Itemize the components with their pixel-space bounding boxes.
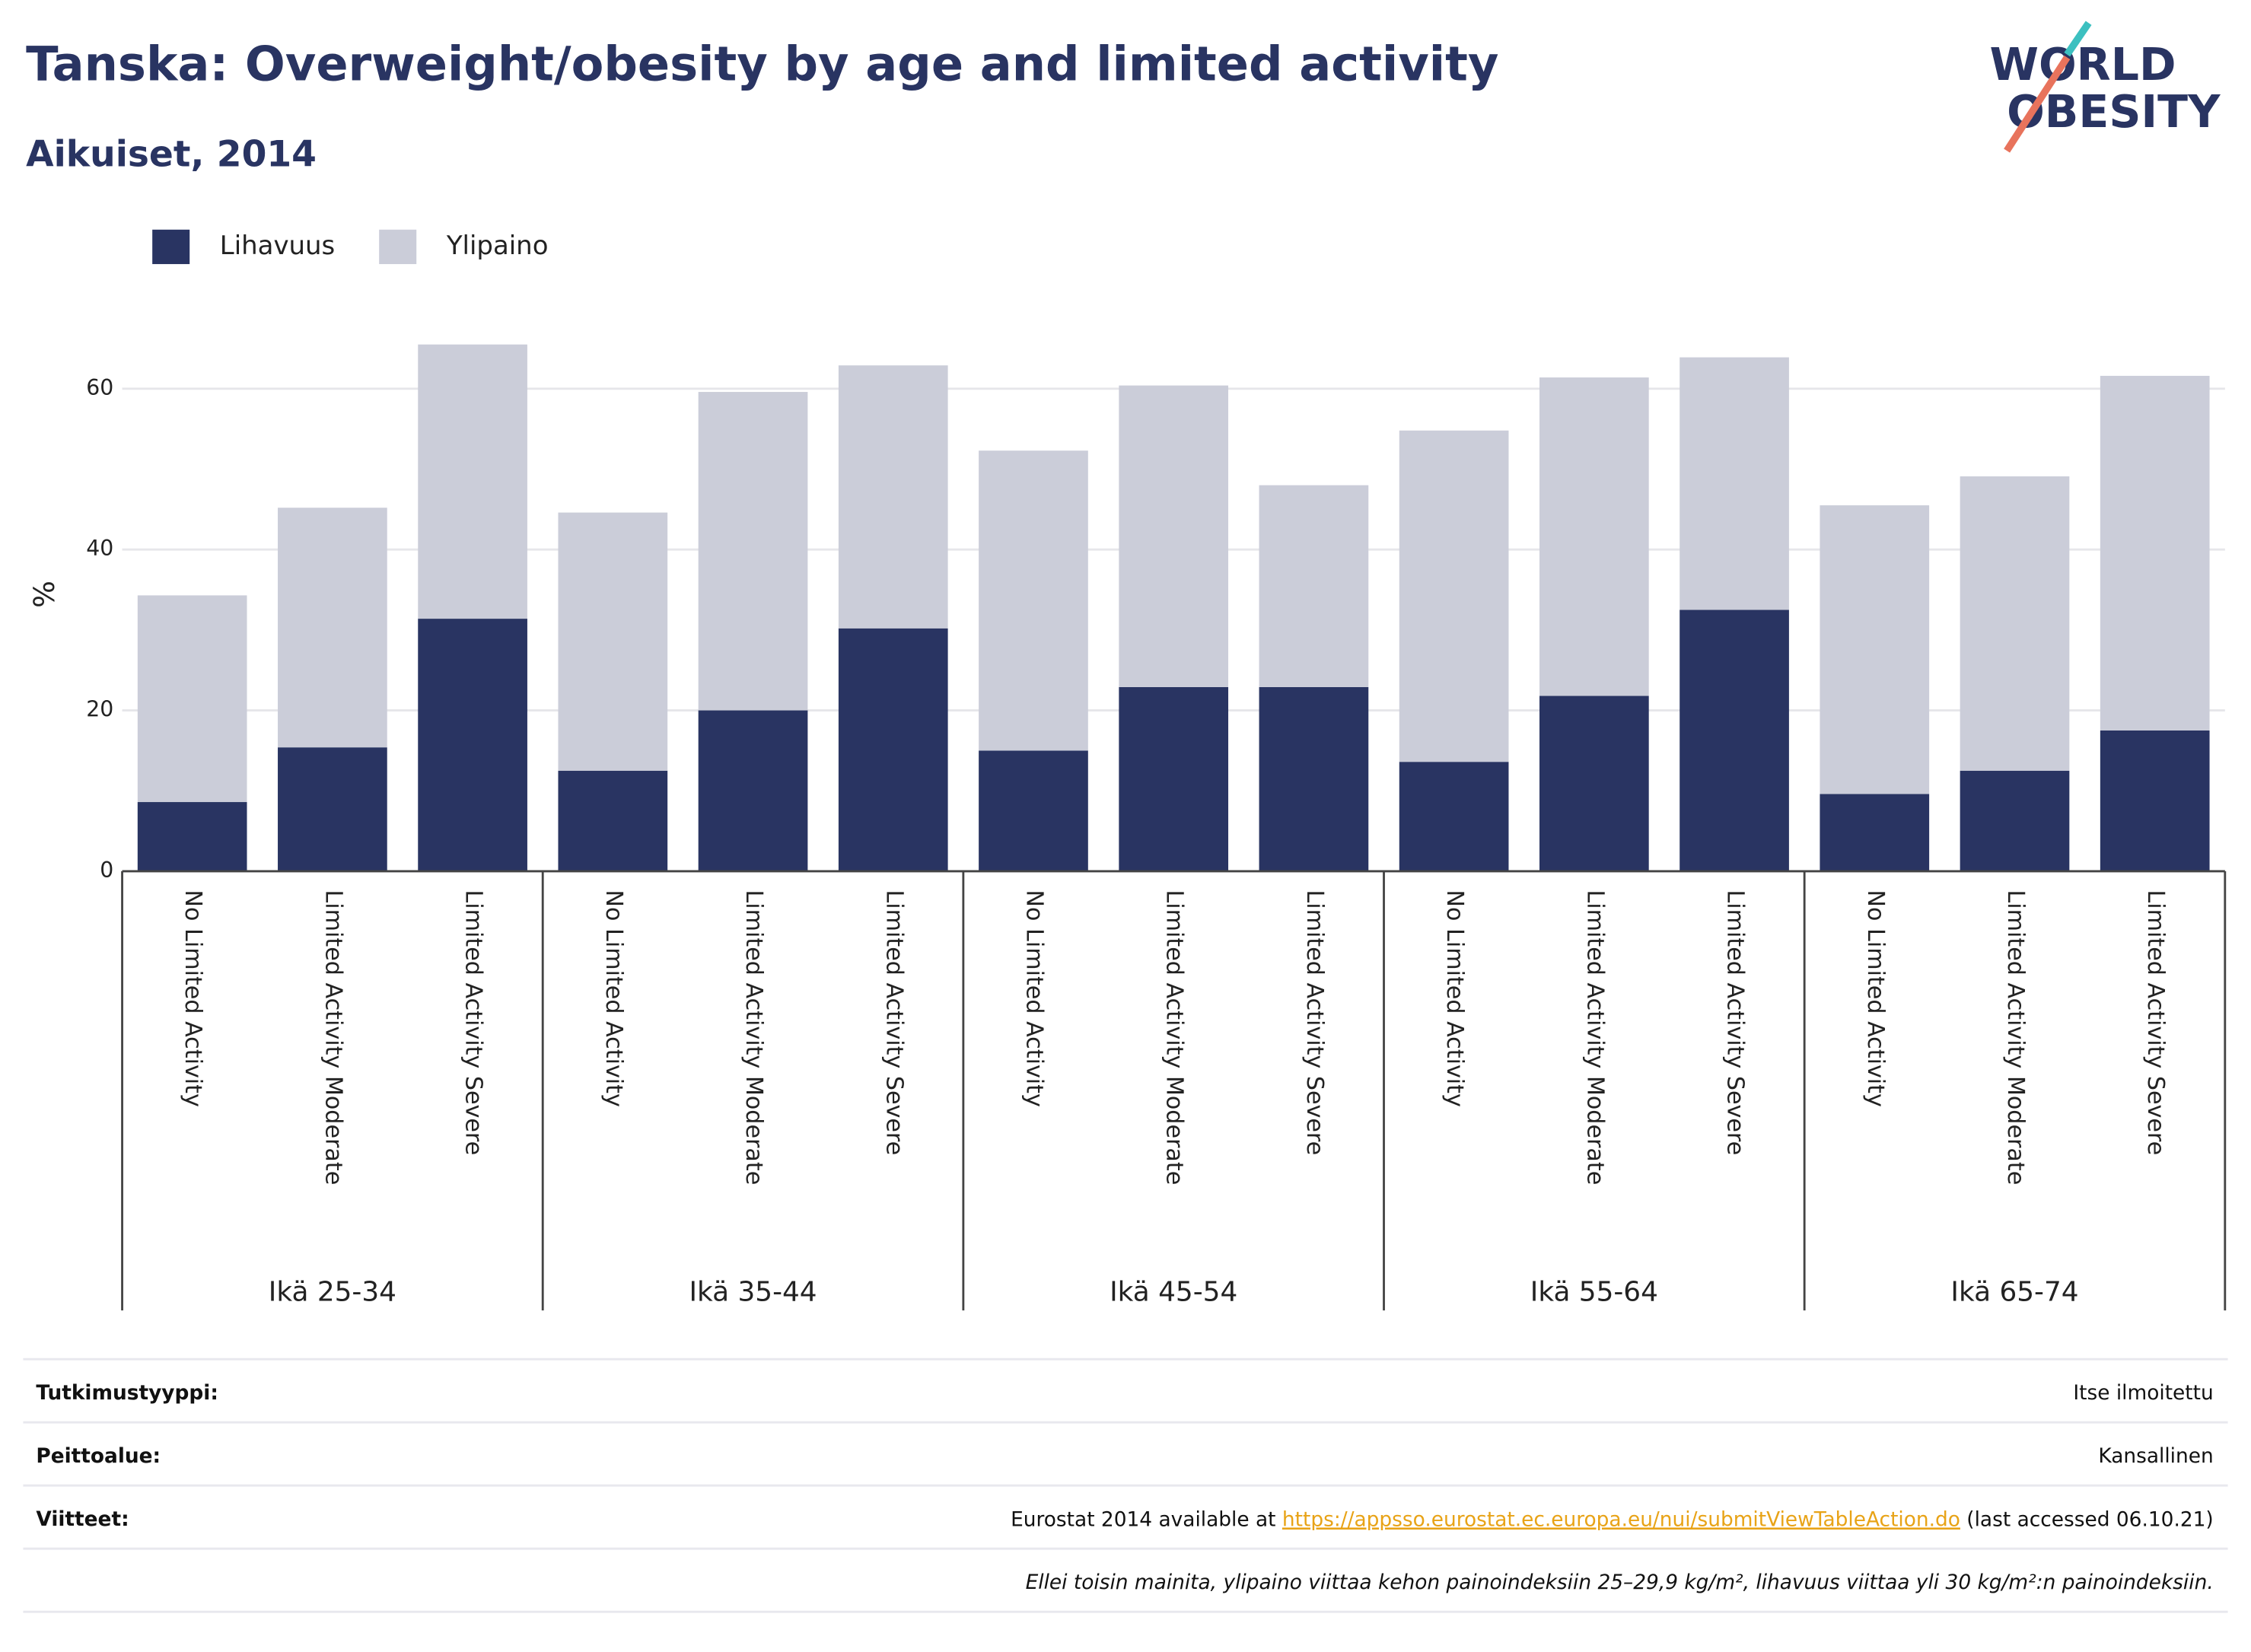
bar-segment: [418, 619, 527, 871]
y-tick-label: 40: [86, 536, 113, 561]
x-tick-label: Limited Activity Severe: [1301, 890, 1328, 1155]
bar-segment: [1259, 485, 1369, 687]
y-tick-label: 20: [86, 697, 113, 722]
x-tick-label: No Limited Activity: [180, 890, 206, 1106]
x-tick-label: No Limited Activity: [1020, 890, 1047, 1106]
bar-segment: [278, 508, 387, 748]
legend-swatch: [379, 229, 417, 265]
x-tick-label: Limited Activity Moderate: [740, 890, 767, 1185]
bar-segment: [558, 770, 668, 871]
logo-text: OBESITY: [2007, 86, 2221, 138]
logo-stroke: [2064, 21, 2092, 57]
x-tick-label: Limited Activity Severe: [2142, 890, 2169, 1155]
group-label: Ikä 25-34: [269, 1276, 396, 1307]
footer-value: Kansallinen: [2098, 1444, 2213, 1468]
chart-subtitle: Aikuiset, 2014: [26, 134, 317, 176]
x-tick-label: Limited Activity Moderate: [1581, 890, 1608, 1185]
footer-label: Tutkimustyyppi:: [36, 1381, 218, 1405]
bar-segment: [1960, 770, 2070, 871]
logo-text: WORLD: [1989, 39, 2176, 91]
group-label: Ikä 35-44: [689, 1276, 817, 1307]
bar-segment: [1820, 505, 1930, 794]
y-tick-label: 60: [86, 375, 113, 400]
legend-swatch: [152, 229, 190, 265]
footer-label: Peittoalue:: [36, 1444, 161, 1468]
bar-segment: [1679, 610, 1789, 871]
y-axis-label: %: [27, 581, 61, 608]
legend-label: Ylipaino: [446, 231, 549, 261]
bar-segment: [137, 595, 247, 803]
footer-label: Viitteet:: [36, 1507, 129, 1531]
footer-note: Ellei toisin mainita, ylipaino viittaa k…: [1026, 1571, 2214, 1594]
bar-segment: [1259, 686, 1369, 871]
bar-segment: [2100, 730, 2210, 871]
group-label: Ikä 55-64: [1530, 1276, 1658, 1307]
x-tick-label: Limited Activity Severe: [460, 890, 487, 1155]
footer-value: Itse ilmoitettu: [2073, 1381, 2213, 1405]
bar-segment: [979, 750, 1088, 871]
footer-value: Eurostat 2014 available at https://appss…: [1011, 1507, 2214, 1531]
logo-stroke: [2004, 55, 2071, 153]
legend-label: Lihavuus: [220, 231, 335, 261]
bar-segment: [1399, 430, 1509, 762]
bar-segment: [558, 512, 668, 771]
x-tick-label: Limited Activity Moderate: [320, 890, 346, 1185]
bar-segment: [2100, 375, 2210, 731]
x-tick-label: Limited Activity Severe: [1722, 890, 1749, 1155]
group-label: Ikä 45-54: [1110, 1276, 1237, 1307]
bar-segment: [698, 710, 808, 871]
bar-segment: [1119, 385, 1229, 687]
bar-segment: [418, 344, 527, 619]
bar-segment: [1119, 686, 1229, 871]
x-tick-label: Limited Activity Moderate: [1161, 890, 1188, 1185]
x-tick-label: Limited Activity Severe: [880, 890, 907, 1155]
footer-link[interactable]: https://appsso.eurostat.ec.europa.eu/nui…: [1282, 1507, 1960, 1531]
bar-segment: [979, 450, 1088, 751]
bar-segment: [1539, 695, 1649, 871]
chart-title: Tanska: Overweight/obesity by age and li…: [26, 37, 1498, 92]
x-tick-label: No Limited Activity: [600, 890, 627, 1106]
bar-segment: [1820, 794, 1930, 871]
bar-segment: [838, 365, 948, 629]
bar-segment: [278, 747, 387, 871]
x-tick-label: Limited Activity Moderate: [2002, 890, 2029, 1185]
bar-segment: [1539, 377, 1649, 696]
x-tick-label: No Limited Activity: [1862, 890, 1889, 1106]
x-tick-label: No Limited Activity: [1441, 890, 1468, 1106]
y-tick-label: 0: [100, 858, 113, 883]
group-label: Ikä 65-74: [1950, 1276, 2078, 1307]
bar-segment: [698, 392, 808, 711]
footer-text: Eurostat 2014 available at: [1011, 1507, 1282, 1531]
bar-segment: [1960, 476, 2070, 771]
bar-segment: [1399, 762, 1509, 871]
footer-text: (last accessed 06.10.21): [1960, 1507, 2214, 1531]
bar-segment: [838, 628, 948, 871]
bar-segment: [137, 802, 247, 871]
bar-segment: [1679, 357, 1789, 610]
